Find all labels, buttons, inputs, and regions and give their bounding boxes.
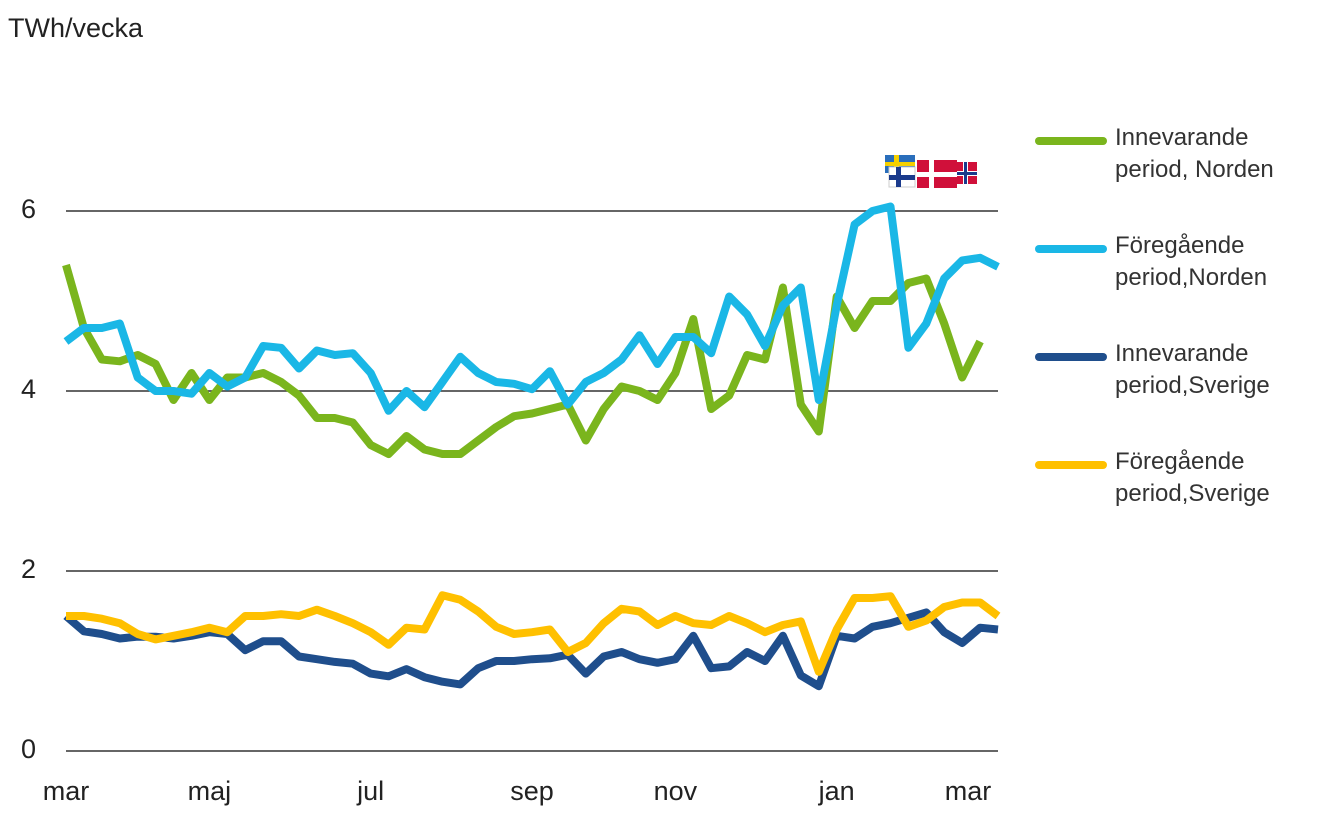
x-tick-label: maj [188,776,232,806]
x-tick-label: mar [43,776,90,806]
legend-swatch [1035,137,1107,145]
legend-swatch [1035,461,1107,469]
x-tick-label: jan [818,776,855,806]
legend-swatch [1035,353,1107,361]
x-tick-label: jul [356,776,384,806]
legend-label: Innevarande period, Norden [1115,124,1274,183]
series-line [63,608,999,691]
y-tick-label: 2 [21,554,36,584]
legend-label: Föregående period,Sverige [1115,448,1270,507]
y-tick-label: 0 [21,734,36,764]
x-tick-label: sep [510,776,554,806]
series-line [63,202,1000,415]
legend-swatch [1035,245,1107,253]
y-tick-label: 6 [21,194,36,224]
y-tick-label: 4 [21,374,36,404]
x-tick-label: nov [654,776,698,806]
y-axis-title: TWh/vecka [8,13,144,43]
legend-label: Föregående period,Norden [1115,232,1268,291]
x-tick-label: mar [945,776,992,806]
series-line [66,591,1001,676]
flags [885,155,977,188]
legend-label: Innevarande period,Sverige [1115,340,1270,399]
